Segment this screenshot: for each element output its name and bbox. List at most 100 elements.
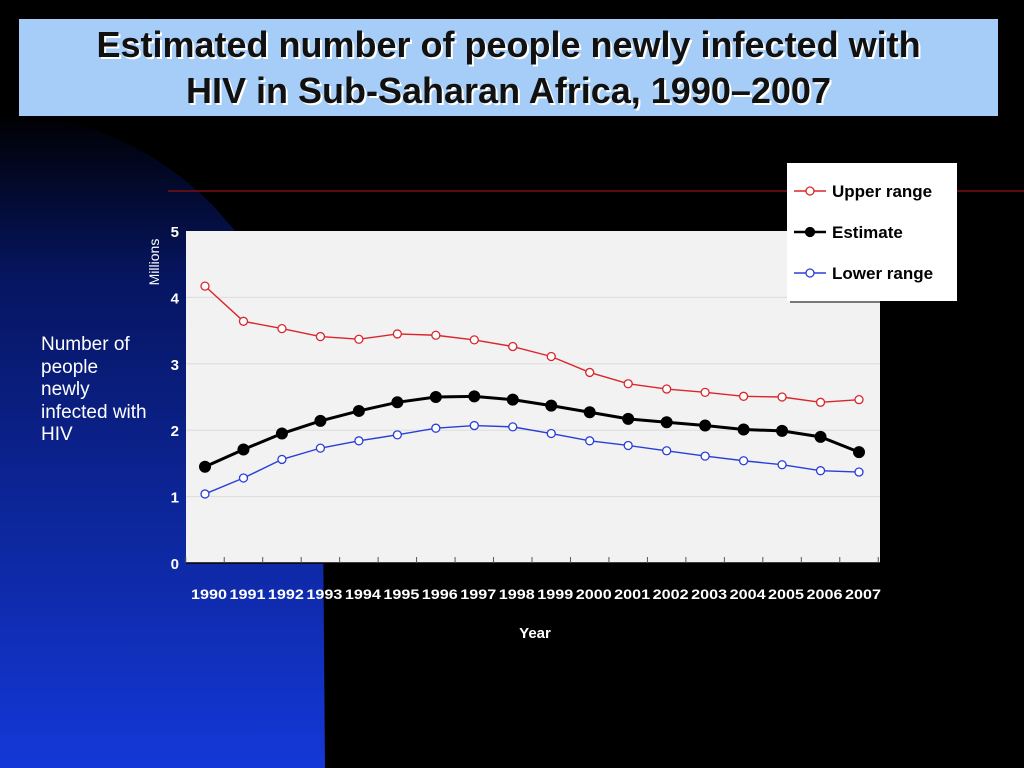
x-tick-label-1990: 1990 — [191, 586, 227, 602]
point-lower-2004 — [738, 456, 749, 466]
point-upper-1997 — [469, 335, 479, 345]
point-upper-2004 — [738, 391, 749, 401]
y-tick-labels: 0 1 2 3 4 5 — [171, 224, 180, 573]
point-upper-2007 — [854, 395, 864, 405]
legend-swatch-marker-estimate — [804, 226, 816, 238]
point-lower-1997 — [469, 420, 479, 431]
x-tick-label-1994: 1994 — [345, 586, 381, 602]
x-tick-label-1997: 1997 — [460, 586, 496, 602]
point-estimate-1999 — [545, 399, 558, 412]
point-lower-1998 — [508, 422, 518, 432]
point-lower-1995 — [392, 430, 403, 440]
x-tick-label-1996: 1996 — [422, 586, 458, 602]
slide-title-line-1: Estimated number of people newly infecte… — [96, 23, 921, 65]
x-tick-label-1999: 1999 — [537, 586, 573, 602]
point-upper-2005 — [777, 392, 787, 402]
series-layer — [199, 281, 865, 499]
y-tick-label-1: 1 — [171, 490, 179, 507]
y-tick-label-5: 5 — [171, 224, 179, 241]
series-lower — [200, 420, 864, 499]
point-estimate-2007 — [853, 446, 865, 459]
x-tick-label-1993: 1993 — [306, 586, 342, 602]
legend-label-estimate: Estimate — [832, 223, 903, 242]
x-tick-label-1995: 1995 — [383, 586, 419, 602]
legend-label-upper: Upper range — [832, 182, 932, 201]
slide-title-line-2: HIV in Sub-Saharan Africa, 1990–2007 — [186, 69, 831, 111]
point-estimate-1996 — [429, 391, 442, 403]
point-estimate-1994 — [352, 404, 365, 417]
legend-swatch-marker-lower — [805, 268, 815, 278]
legend-item-lower: Lower range — [794, 264, 933, 283]
point-lower-2005 — [777, 460, 787, 470]
series-line-upper — [204, 285, 860, 404]
x-tick-label-2000: 2000 — [576, 586, 612, 602]
point-estimate-2004 — [737, 423, 750, 436]
point-estimate-1993 — [314, 414, 327, 427]
point-estimate-1998 — [506, 393, 519, 406]
point-lower-1999 — [546, 428, 556, 439]
legend-item-estimate: Estimate — [794, 223, 903, 242]
point-estimate-2006 — [814, 430, 827, 443]
series-line-lower — [204, 424, 860, 495]
point-estimate-2001 — [622, 412, 635, 425]
legend-label-lower: Lower range — [832, 264, 933, 283]
side-label: Number of people newly infected with HIV — [41, 334, 147, 445]
point-upper-2000 — [585, 367, 595, 378]
x-axis-label: Year — [519, 625, 551, 642]
x-tick-labels: 1990 1991 1992 1993 1994 1995 1996 1997 1998 1999… — [191, 586, 881, 602]
x-tick-label-1991: 1991 — [229, 586, 265, 602]
point-upper-1995 — [392, 329, 403, 339]
point-upper-1991 — [238, 316, 249, 326]
point-lower-2003 — [700, 451, 710, 461]
point-lower-1990 — [200, 489, 210, 499]
legend-swatch-marker-upper — [805, 186, 815, 196]
legend-items: Upper range Estimate Lower range — [794, 182, 933, 283]
point-estimate-1995 — [391, 396, 404, 409]
point-upper-2002 — [661, 384, 672, 394]
point-estimate-1990 — [199, 460, 211, 473]
y-tick-label-0: 0 — [171, 556, 179, 573]
x-tick-label-2002: 2002 — [653, 586, 689, 602]
title-banner: Estimated number of people newly infecte… — [19, 19, 998, 116]
point-upper-2006 — [815, 397, 826, 407]
point-lower-2006 — [815, 466, 826, 476]
point-upper-1994 — [354, 334, 364, 344]
point-estimate-2005 — [776, 424, 789, 437]
point-lower-2002 — [661, 446, 672, 456]
point-estimate-1997 — [468, 390, 481, 403]
x-tick-label-2007: 2007 — [845, 586, 881, 602]
point-upper-1996 — [431, 330, 441, 340]
point-lower-1992 — [277, 454, 287, 465]
x-tick-label-2004: 2004 — [730, 586, 766, 602]
point-lower-1996 — [431, 423, 441, 433]
point-lower-1993 — [315, 443, 326, 453]
point-lower-2001 — [623, 440, 633, 451]
point-upper-1990 — [200, 281, 210, 291]
point-estimate-2003 — [699, 419, 712, 432]
point-lower-1991 — [238, 473, 249, 483]
point-upper-2003 — [700, 387, 710, 398]
point-estimate-2002 — [660, 416, 673, 429]
point-estimate-1991 — [237, 443, 250, 456]
legend-item-upper: Upper range — [794, 182, 932, 201]
legend: Upper range Estimate Lower range — [787, 163, 957, 303]
x-tick-label-2006: 2006 — [807, 586, 843, 602]
point-upper-1993 — [315, 331, 326, 342]
series-upper — [200, 281, 864, 407]
point-upper-1998 — [508, 341, 518, 352]
point-estimate-2000 — [583, 406, 596, 419]
series-line-estimate — [204, 394, 860, 469]
y-tick-label-4: 4 — [171, 290, 180, 307]
y-tick-label-2: 2 — [171, 423, 179, 440]
slide-title: Estimated number of people newly infecte… — [96, 22, 920, 114]
point-upper-1992 — [277, 323, 287, 334]
x-tick-label-2005: 2005 — [768, 586, 804, 602]
x-tick-label-2001: 2001 — [614, 586, 650, 602]
x-tick-label-2003: 2003 — [691, 586, 727, 602]
point-lower-2007 — [854, 467, 864, 477]
point-estimate-1992 — [275, 427, 288, 440]
point-lower-2000 — [585, 436, 595, 446]
point-upper-2001 — [623, 379, 633, 389]
x-tick-label-1998: 1998 — [499, 586, 535, 602]
